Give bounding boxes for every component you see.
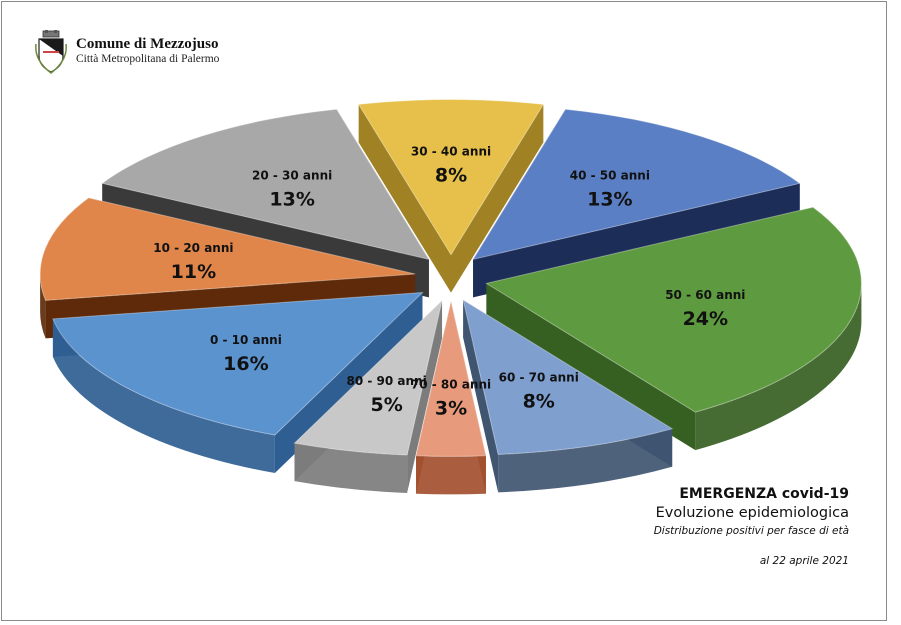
pie-slice-3 — [462, 298, 674, 493]
slice-percent-label: 11% — [171, 261, 216, 283]
pie-slice-rim-4-0 — [416, 455, 486, 495]
pie-slice-side-2-1 — [486, 283, 696, 451]
slice-percent-label: 13% — [269, 189, 314, 211]
slice-category-label: 70 - 80 anni — [411, 377, 491, 391]
info-block: EMERGENZA covid-19 Evoluzione epidemiolo… — [654, 486, 849, 567]
pie-slice-top-5 — [293, 299, 443, 456]
slice-percent-label: 5% — [370, 394, 402, 416]
org-subtitle: Città Metropolitana di Palermo — [76, 53, 220, 65]
pie-slice-side-0-0 — [358, 104, 451, 293]
pie-slice-top-6 — [52, 291, 424, 436]
info-title: EMERGENZA covid-19 — [679, 486, 849, 502]
pie-slice-0 — [357, 99, 545, 293]
slice-category-label: 60 - 70 anni — [499, 371, 579, 385]
pie-slice-top-4 — [415, 301, 487, 457]
coat-of-arms-icon — [35, 30, 67, 74]
pie-slice-top-2 — [485, 206, 862, 413]
slice-category-label: 30 - 40 anni — [411, 145, 491, 159]
pie-slice-4 — [415, 301, 487, 495]
slice-category-label: 50 - 60 anni — [665, 288, 745, 302]
slice-percent-label: 8% — [523, 391, 555, 413]
pie-slice-top-8 — [101, 108, 430, 261]
slice-percent-label: 13% — [587, 189, 632, 211]
info-description: Distribuzione positivi per fasce di età — [653, 525, 849, 537]
pie-slice-5 — [293, 299, 443, 494]
pie-slice-rim-2-0 — [695, 283, 862, 451]
slice-category-label: 40 - 50 anni — [570, 169, 650, 183]
info-date: al 22 aprile 2021 — [759, 555, 849, 567]
org-name: Comune di Mezzojuso — [76, 36, 219, 52]
pie-slice-side-5-0 — [407, 300, 443, 494]
slice-percent-label: 24% — [683, 308, 728, 330]
pie-slice-top-7 — [39, 197, 416, 301]
pie-slice-rim-3-0 — [498, 428, 673, 493]
pie-slice-rim-5-0 — [294, 443, 408, 494]
slice-percent-label: 3% — [435, 397, 467, 419]
pie-slice-top-0 — [357, 99, 545, 256]
pie-slice-top-1 — [472, 108, 801, 261]
pie-slice-side-3-1 — [463, 300, 499, 493]
pie-slice-2 — [485, 206, 862, 451]
slice-category-label: 10 - 20 anni — [153, 241, 233, 255]
pie-slice-rim-6-0 — [52, 318, 275, 474]
pie-slice-rim-7-0 — [40, 274, 46, 339]
slice-category-label: 0 - 10 anni — [210, 333, 282, 347]
header: Comune di Mezzojuso Città Metropolitana … — [34, 30, 219, 74]
info-subtitle: Evoluzione epidemiologica — [655, 505, 849, 521]
slice-category-label: 80 - 90 anni — [347, 374, 427, 388]
slice-percent-label: 8% — [435, 165, 467, 187]
pie-slice-side-0-1 — [451, 104, 544, 293]
pie-slice-top-3 — [462, 298, 674, 455]
slice-percent-label: 16% — [223, 353, 268, 375]
slice-category-label: 20 - 30 anni — [252, 169, 332, 183]
